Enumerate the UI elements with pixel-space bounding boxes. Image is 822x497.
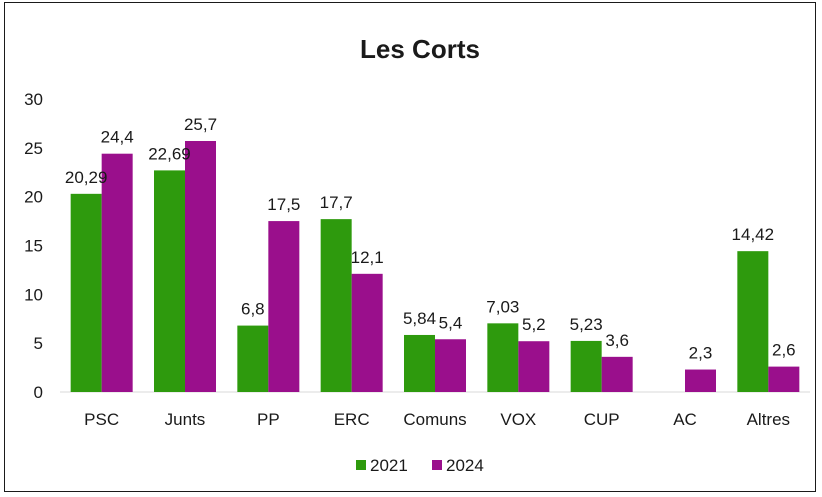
- bar-2024-junts: [185, 140, 216, 392]
- data-label-2024-comuns: 5,4: [439, 313, 463, 332]
- legend-label-2024: 2024: [446, 456, 484, 475]
- chart-title: Les Corts: [360, 34, 480, 64]
- legend-swatch-2024: [432, 460, 442, 470]
- data-label-2024-altres: 2,6: [772, 341, 796, 360]
- bar-2021-altres: [737, 251, 769, 392]
- bar-2024-vox: [518, 341, 550, 392]
- bar-2021-vox: [487, 323, 519, 392]
- y-tick-label: 30: [24, 90, 43, 109]
- bar-2024-altres: [768, 366, 800, 392]
- bar-2021-comuns: [404, 334, 435, 392]
- data-label-2024-junts: 25,7: [184, 115, 217, 134]
- data-label-2024-psc: 24,4: [101, 128, 134, 147]
- x-tick-label: Altres: [747, 410, 790, 429]
- x-tick-label: CUP: [584, 410, 620, 429]
- bar-2024-psc: [101, 153, 133, 392]
- legend-swatch-2021: [356, 460, 366, 470]
- bar-2021-psc: [70, 193, 102, 392]
- data-label-2024-pp: 17,5: [267, 195, 300, 214]
- bar-2021-erc: [320, 219, 352, 392]
- bar-2024-comuns: [435, 339, 466, 392]
- bar-2021-cup: [570, 340, 602, 392]
- bar-2021-junts: [154, 170, 185, 392]
- x-tick-label: PSC: [84, 410, 119, 429]
- bar-2024-cup: [601, 356, 633, 392]
- data-label-2021-vox: 7,03: [486, 297, 519, 316]
- legend-label-2021: 2021: [370, 456, 408, 475]
- x-tick-label: ERC: [334, 410, 370, 429]
- data-label-2024-vox: 5,2: [522, 315, 546, 334]
- bar-2024-erc: [351, 273, 383, 392]
- data-label-2021-erc: 17,7: [320, 193, 353, 212]
- y-tick-label: 25: [24, 139, 43, 158]
- x-tick-label: Junts: [165, 410, 206, 429]
- x-tick-label: AC: [673, 410, 697, 429]
- data-label-2021-comuns: 5,84: [403, 309, 436, 328]
- data-label-2021-cup: 5,23: [570, 315, 603, 334]
- x-tick-label: VOX: [500, 410, 536, 429]
- data-label-2024-erc: 12,1: [351, 248, 384, 267]
- bar-2024-pp: [268, 221, 300, 392]
- y-tick-label: 15: [24, 237, 43, 256]
- bar-2021-pp: [237, 325, 269, 392]
- data-label-2021-pp: 6,8: [241, 300, 265, 319]
- y-tick-label: 10: [24, 285, 43, 304]
- y-tick-label: 5: [34, 334, 43, 353]
- y-tick-label: 20: [24, 188, 43, 207]
- x-tick-label: PP: [257, 410, 280, 429]
- data-label-2021-psc: 20,29: [65, 168, 108, 187]
- chart-frame: [4, 2, 816, 492]
- bar-2024-ac: [685, 369, 716, 392]
- x-tick-label: Comuns: [403, 410, 466, 429]
- data-label-2024-ac: 2,3: [689, 344, 713, 363]
- y-tick-label: 0: [34, 383, 43, 402]
- data-label-2024-cup: 3,6: [605, 331, 629, 350]
- data-label-2021-altres: 14,42: [732, 225, 775, 244]
- data-label-2021-junts: 22,69: [148, 144, 191, 163]
